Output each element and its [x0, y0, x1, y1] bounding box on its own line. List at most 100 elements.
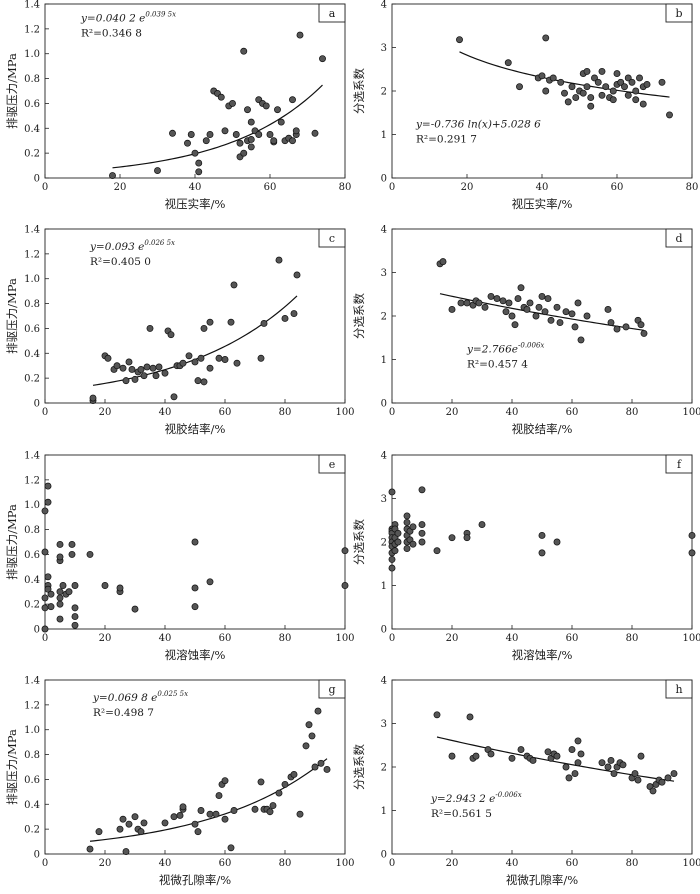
data-point — [56, 553, 64, 561]
x-tick-label: 80 — [686, 182, 699, 193]
data-point — [161, 369, 169, 377]
data-point — [619, 761, 627, 769]
data-point — [247, 118, 255, 126]
data-point — [270, 137, 278, 145]
data-point — [266, 808, 274, 816]
data-point — [448, 534, 456, 542]
data-point — [409, 523, 417, 531]
data-point — [44, 482, 52, 490]
data-point — [56, 588, 64, 596]
data-point — [670, 770, 678, 777]
x-tick-label: 0 — [42, 633, 48, 644]
data-point — [277, 118, 285, 126]
data-point — [212, 810, 220, 818]
data-point — [549, 74, 557, 82]
data-point — [516, 83, 523, 91]
data-point — [170, 393, 178, 401]
data-point — [508, 312, 516, 320]
x-tick-label: 0 — [42, 858, 48, 869]
data-point — [529, 757, 537, 764]
x-tick-label: 20 — [99, 407, 112, 418]
data-point — [206, 578, 214, 586]
panel-label: f — [677, 458, 682, 471]
data-point — [260, 320, 268, 327]
data-point — [564, 98, 572, 106]
data-point — [119, 364, 127, 372]
data-point — [255, 131, 263, 138]
data-point — [607, 757, 615, 764]
panel-e: 0 20 40 60 80 100 0 0.2 0.4 0.6 0.8 1.0 1.2 1.4 视溶蚀率/%… — [5, 451, 355, 663]
data-point — [262, 102, 270, 110]
data-point — [553, 538, 561, 546]
data-point — [221, 815, 229, 823]
data-point — [44, 585, 52, 593]
data-point — [574, 759, 582, 767]
data-point — [598, 91, 606, 99]
data-point — [433, 711, 441, 719]
data-point — [128, 365, 136, 373]
data-point — [289, 137, 296, 145]
data-point — [206, 810, 214, 818]
x-tick-label: 60 — [611, 182, 624, 193]
x-axis-label: 视压实率/% — [165, 197, 226, 211]
data-point — [152, 372, 160, 380]
data-point — [591, 74, 598, 82]
x-tick-label: 40 — [159, 407, 172, 418]
data-point — [472, 752, 480, 760]
panel-label-box — [318, 3, 346, 23]
data-point — [56, 615, 64, 623]
data-point — [463, 534, 471, 542]
data-point — [296, 31, 304, 39]
y-tick-label: 2 — [381, 312, 387, 323]
data-point — [146, 324, 154, 332]
data-point — [109, 172, 116, 179]
y-tick-label: 0.4 — [24, 349, 40, 360]
x-tick-label: 0 — [389, 407, 395, 418]
panel-label-box — [665, 3, 693, 23]
data-point — [137, 365, 145, 373]
data-point — [571, 770, 579, 777]
data-point — [319, 55, 326, 63]
data-point — [624, 74, 632, 82]
panel-label: g — [328, 683, 335, 696]
data-point — [311, 763, 319, 771]
data-point — [640, 329, 648, 337]
data-point — [523, 306, 531, 313]
y-tick-label: 0 — [381, 850, 387, 861]
data-point — [609, 96, 617, 104]
data-point — [89, 394, 97, 402]
y-axis-label: 排驱压力/MPa — [5, 278, 19, 354]
data-point — [341, 547, 349, 555]
data-point — [194, 828, 202, 836]
fit-curve — [92, 295, 298, 386]
data-point — [227, 844, 235, 852]
data-point — [463, 299, 471, 307]
panel-label: c — [329, 232, 335, 245]
x-axis-label: 视微孔隙率/% — [159, 873, 231, 887]
data-point — [532, 312, 540, 320]
data-point — [574, 299, 582, 307]
data-point — [587, 102, 595, 110]
data-point — [478, 521, 486, 529]
y-tick-label: 0 — [34, 850, 40, 861]
panel-label: d — [675, 232, 682, 245]
fit-equation: y=2.766e-0.006x — [466, 342, 544, 356]
y-axis-label: 分选系数 — [352, 68, 366, 114]
y-tick-label: 1.0 — [24, 274, 40, 285]
y-tick-label: 0.2 — [24, 825, 40, 836]
data-point — [487, 750, 495, 758]
fit-r-squared: R²=0.291 7 — [416, 134, 477, 146]
data-point — [200, 324, 208, 332]
data-point — [116, 584, 124, 592]
data-point — [233, 359, 241, 367]
data-point — [613, 325, 621, 333]
x-tick-label: 60 — [219, 407, 232, 418]
y-tick-label: 0.8 — [24, 525, 40, 536]
y-axis-label: 分选系数 — [352, 293, 366, 339]
y-tick-label: 1.4 — [24, 0, 40, 11]
plot-frame — [391, 679, 693, 855]
data-point — [517, 284, 525, 292]
data-point — [664, 774, 672, 782]
data-point — [191, 358, 199, 366]
y-axis-label: 排驱压力/MPa — [5, 729, 19, 805]
